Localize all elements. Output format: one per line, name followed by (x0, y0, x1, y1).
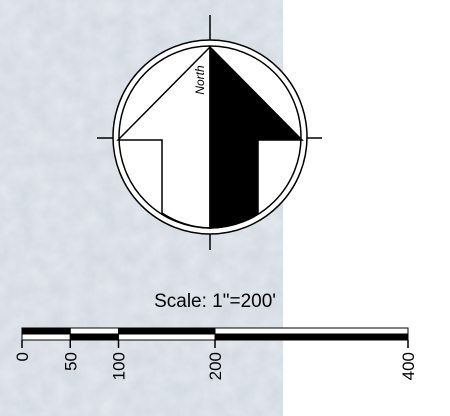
scale-segment-top (119, 328, 216, 334)
page: North Scale: 1"=200' 050100200400 (() =>… (0, 0, 450, 416)
scale-text: Scale: 1"=200' (154, 291, 276, 312)
scale-segment-top (22, 328, 70, 334)
scale-segment-top (215, 328, 408, 334)
scale-tick-label: 400 (399, 352, 418, 380)
scale-tick-label: 50 (61, 352, 80, 371)
north-label: North (193, 65, 207, 95)
scale-segment-bottom (22, 334, 70, 340)
scale-segment-top (70, 328, 118, 334)
map-legend: North Scale: 1"=200' 0 50 100 200 400 (0, 0, 450, 416)
scale-tick-label: 0 (13, 352, 32, 361)
scale-segment-bottom (70, 334, 118, 340)
scale-segment-bottom (119, 334, 216, 340)
scale-tick-label: 100 (110, 352, 129, 380)
scale-segment-bottom (215, 334, 408, 340)
scale-tick-label: 200 (206, 352, 225, 380)
